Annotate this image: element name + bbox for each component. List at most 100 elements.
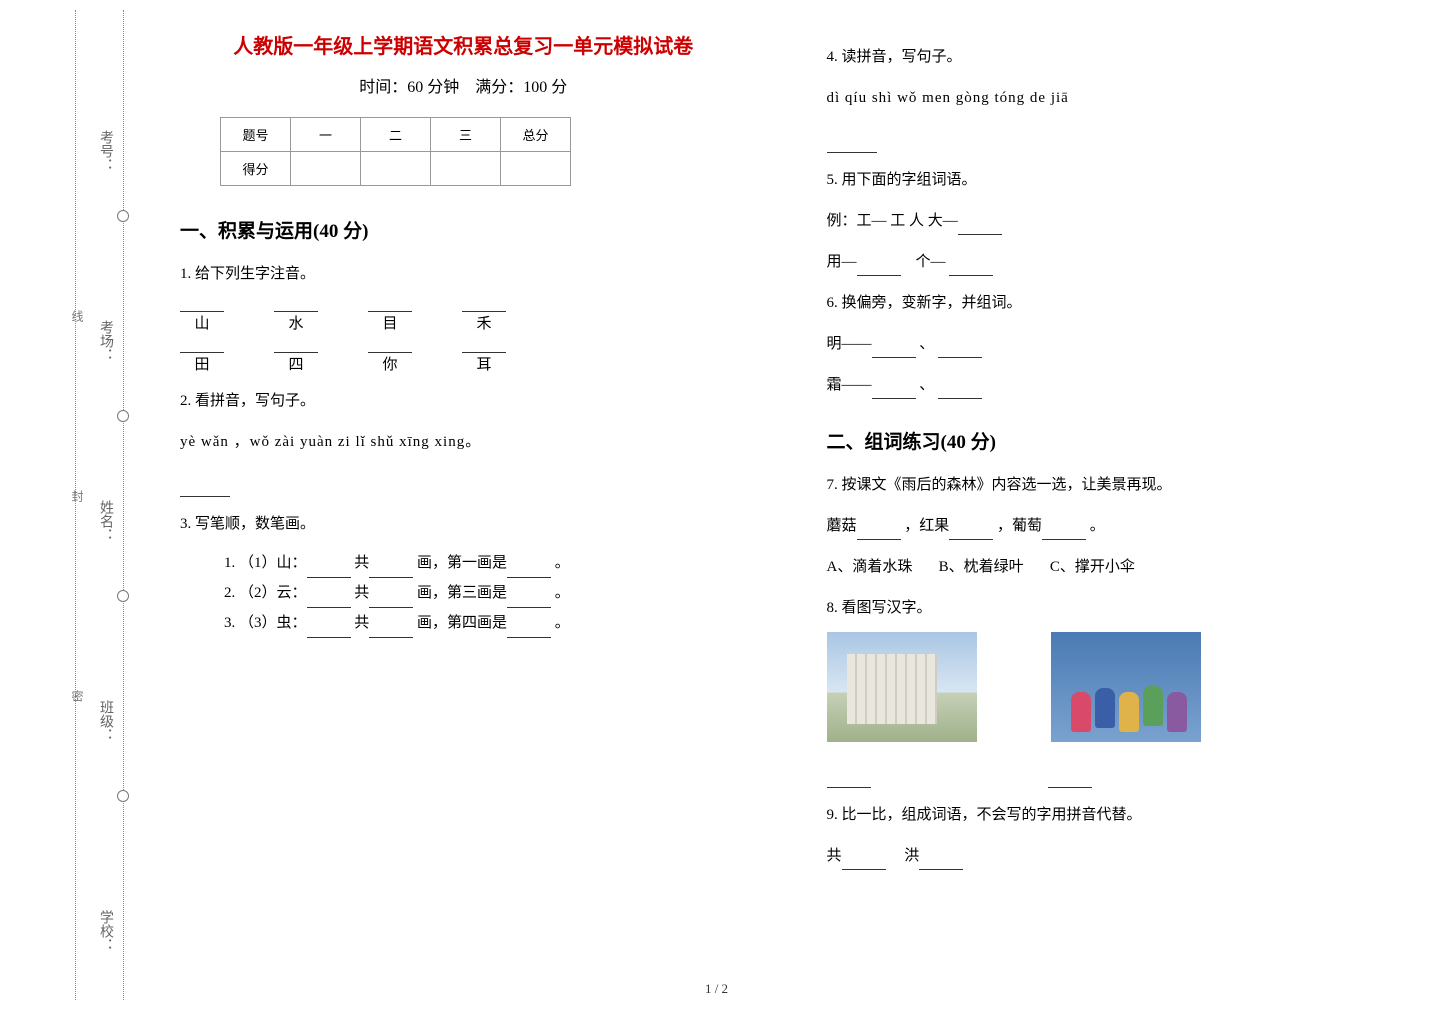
seal-char: 封 [69,490,86,502]
td-blank [431,152,501,186]
table-row: 得分 [221,152,571,186]
th: 题号 [221,118,291,152]
blank-line [274,298,318,312]
question-9: 9. 比一比，组成词语，不会写的字用拼音代替。 [827,802,1394,829]
txt: ，葡萄 [997,518,1042,534]
right-column: 4. 读拼音，写句子。 dì qíu shì wǒ men gòng tóng … [787,0,1433,1011]
image-row [827,632,1394,747]
q-num: 3. [180,516,191,532]
picture-building [827,632,977,742]
blank-line [274,339,318,353]
q-num: 4. [827,49,838,65]
left-column: 人教版一年级上学期语文积累总复习一单元模拟试卷 时间：60 分钟 满分：100 … [140,0,787,1011]
txt: 。 [1090,518,1105,534]
th: 总分 [501,118,571,152]
stroke-item: 3. （3）虫： 共 画，第四画是 。 [224,608,747,638]
pinyin-line: dì qíu shì wǒ men gòng tóng de jiā [827,85,1394,112]
q-text: 用下面的字组词语。 [842,172,977,188]
opt-c: C、撑开小伞 [1050,559,1135,575]
stroke-item: 2. （2）云： 共 画，第三画是 。 [224,578,747,608]
circle-marker [117,410,129,422]
char: 山 [194,312,209,333]
q-num: 6. [827,295,838,311]
end: 。 [555,615,570,631]
question-8: 8. 看图写汉字。 [827,595,1394,622]
question-5: 5. 用下面的字组词语。 [827,167,1394,194]
mid: 共 [354,555,369,571]
q-text: 看拼音，写句子。 [195,393,315,409]
lbl: （3）虫： [239,615,307,631]
answer-blank [180,470,747,497]
question-2: 2. 看拼音，写句子。 [180,388,747,415]
idx: 1. [224,555,235,571]
txt: 用— [827,254,857,270]
sep: 、 [919,377,934,393]
binding-label-room: 考场： [95,320,115,362]
char-row-1: 山 水 目 禾 [180,298,747,333]
binding-label-no: 考号： [95,130,115,172]
q-text: 读拼音，写句子。 [842,49,962,65]
blank-line [368,339,412,353]
txt: 明—— [827,336,872,352]
stroke-item: 1. （1）山： 共 画，第一画是 。 [224,548,747,578]
section-heading: 一、积累与运用(40 分) [180,216,747,243]
q6-line1: 明—— 、 [827,331,1394,358]
char-row-2: 田 四 你 耳 [180,339,747,374]
answer-blank [827,126,1394,153]
td-blank [501,152,571,186]
txt: 个— [916,254,946,270]
question-1: 1. 给下列生字注音。 [180,261,747,288]
q7-fill: 蘑菇 ，红果 ，葡萄 。 [827,513,1394,540]
end: 。 [555,555,570,571]
page-number: 1 / 2 [705,981,728,997]
seal-char: 密 [69,690,86,702]
circle-marker [117,790,129,802]
mid2: 画，第三画是 [417,585,507,601]
example-text: 例：工— 工 人 大— [827,213,958,229]
sep: 、 [919,336,934,352]
pinyin-line: yè wǎn ，wǒ zài yuàn zi lǐ shǔ xīng xing。 [180,429,747,456]
stroke-list: 1. （1）山： 共 画，第一画是 。 2. （2）云： 共 画，第三画是 。 … [224,548,747,638]
full-score-label: 满分：100 分 [475,79,567,96]
seal-char: 线 [69,310,86,322]
q5-line2: 用— 个— [827,249,1394,276]
char: 田 [194,353,209,374]
picture-students [1051,632,1201,742]
txt: 霜—— [827,377,872,393]
q-num: 8. [827,600,838,616]
char: 四 [288,353,303,374]
circle-marker [117,210,129,222]
binding-label-name: 姓名： [95,500,115,542]
blank-line [462,339,506,353]
question-7: 7. 按课文《雨后的森林》内容选一选，让美景再现。 [827,472,1394,499]
q-text: 看图写汉字。 [842,600,932,616]
question-3: 3. 写笔顺，数笔画。 [180,511,747,538]
idx: 3. [224,615,235,631]
txt: 共 [827,848,842,864]
mid2: 画，第四画是 [417,615,507,631]
lbl: （1）山： [239,555,307,571]
lbl: （2）云： [239,585,307,601]
txt: ，红果 [904,518,949,534]
char: 水 [288,312,303,333]
page-body: 人教版一年级上学期语文积累总复习一单元模拟试卷 时间：60 分钟 满分：100 … [140,0,1433,1011]
opt-b: B、枕着绿叶 [939,559,1024,575]
th: 一 [291,118,361,152]
paper-subtitle: 时间：60 分钟 满分：100 分 [180,73,747,97]
end: 。 [555,585,570,601]
time-label: 时间：60 分钟 [359,79,459,96]
char: 禾 [476,312,491,333]
q-text: 换偏旁，变新字，并组词。 [842,295,1022,311]
q8-blanks [827,761,1394,788]
th: 三 [431,118,501,152]
q-text: 给下列生字注音。 [195,266,315,282]
txt: 洪 [904,848,919,864]
q-num: 9. [827,807,838,823]
td-blank [361,152,431,186]
char: 耳 [476,353,491,374]
q-text: 写笔顺，数笔画。 [195,516,315,532]
blank-line [368,298,412,312]
q6-line2: 霜—— 、 [827,372,1394,399]
circle-marker [117,590,129,602]
question-6: 6. 换偏旁，变新字，并组词。 [827,290,1394,317]
